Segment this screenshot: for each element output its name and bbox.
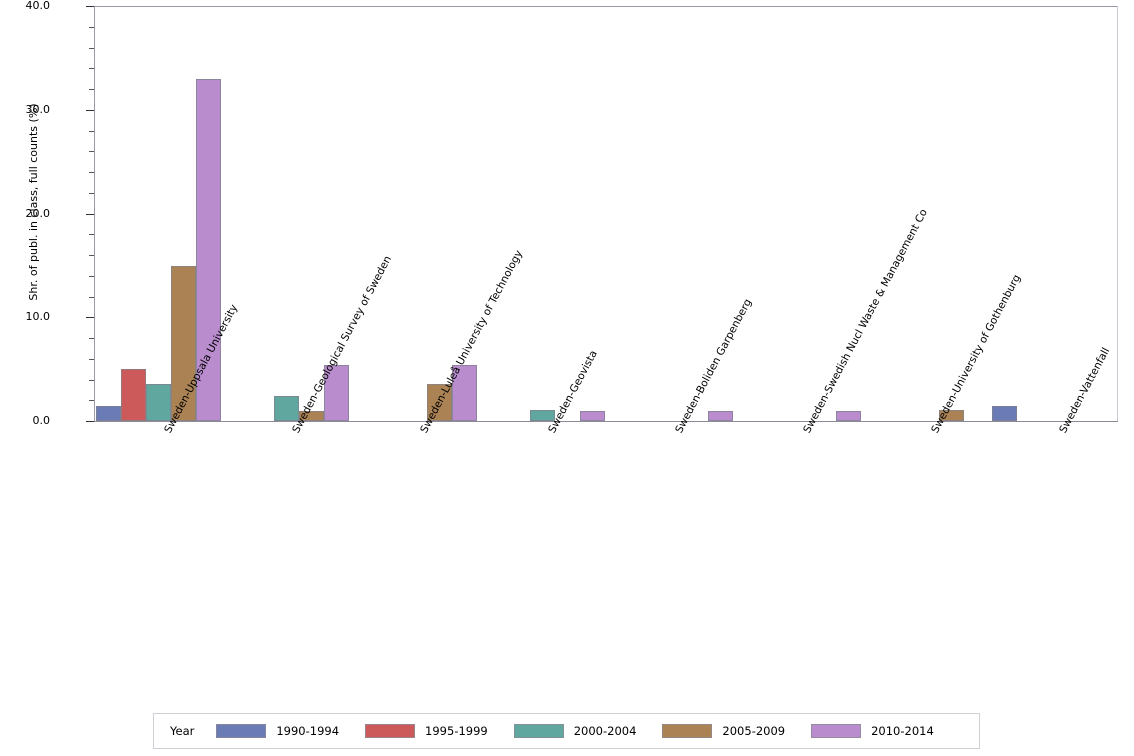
bar[interactable] [274,396,300,421]
legend-color-swatch [662,724,713,738]
y-axis-tick-label: 0.0 [32,414,51,427]
y-axis-minor-tick [89,296,94,298]
y-axis-line [94,6,95,421]
bar[interactable] [146,383,172,421]
bar[interactable] [530,409,556,421]
y-axis-major-tick [86,109,94,111]
bar[interactable] [324,364,350,421]
legend-item-label: 2005-2009 [722,724,786,738]
legend-item[interactable]: 2005-2009 [662,724,785,738]
plot-right-border [1117,6,1118,421]
bar[interactable] [299,410,325,421]
y-axis-minor-tick [89,338,94,339]
y-axis-minor-tick [89,358,94,360]
legend-items: 1990-1994 1995-1999 2000-2004 2005-2009 2010… [216,724,959,738]
legend-item-label: 1990-1994 [276,724,340,738]
legend: Year 1990-1994 1995-1999 2000-2004 2005-200… [153,713,980,749]
legend-color-swatch [216,724,267,738]
legend-item-label: 2010-2014 [871,724,934,738]
y-axis-minor-tick [89,172,94,173]
bar[interactable] [938,409,964,421]
y-axis-minor-tick [89,130,94,132]
y-axis-minor-tick [89,192,94,194]
bar[interactable] [427,383,453,421]
y-axis-minor-tick [89,68,94,70]
y-axis-tick-label: 40.0 [25,0,51,12]
y-axis-minor-tick [89,89,94,90]
x-axis-line [94,421,1118,422]
legend-title: Year [170,724,195,738]
legend-item[interactable]: 1995-1999 [365,724,488,738]
y-axis-minor-tick [89,400,94,402]
bar[interactable] [96,406,122,421]
bar[interactable] [707,410,733,421]
bars-layer [95,6,1118,421]
y-axis-minor-tick [89,47,94,49]
bar[interactable] [991,406,1017,421]
legend-item[interactable]: 2010-2014 [811,724,934,738]
legend-item-label: 1995-1999 [425,724,488,738]
y-axis-tick-label: 30.0 [25,102,51,116]
bar[interactable] [580,410,606,421]
bar[interactable] [452,364,478,421]
legend-color-swatch [513,724,564,738]
y-axis-major-tick [86,421,94,422]
legend-item-label: 2000-2004 [573,724,637,738]
y-axis-minor-tick [89,255,94,256]
y-axis-minor-tick [89,234,94,236]
bar[interactable] [121,369,147,421]
y-axis-major-tick [86,317,94,319]
y-axis-tick-label: 10.0 [25,310,51,324]
y-axis-minor-tick [89,379,94,381]
y-axis-minor-tick [89,151,94,153]
plot-top-border [94,6,1118,7]
y-axis-minor-tick [89,275,94,277]
bar[interactable] [171,266,197,421]
y-axis-tick-label: 20.0 [25,206,51,220]
y-axis-minor-tick [89,26,94,28]
legend-color-swatch [365,724,416,738]
y-axis-major-tick [86,213,94,215]
bar[interactable] [196,78,222,421]
legend-item[interactable]: 2000-2004 [513,724,637,738]
legend-item[interactable]: 1990-1994 [216,724,339,738]
bar[interactable] [835,410,861,421]
y-axis-major-tick [86,6,94,7]
legend-color-swatch [811,724,862,738]
